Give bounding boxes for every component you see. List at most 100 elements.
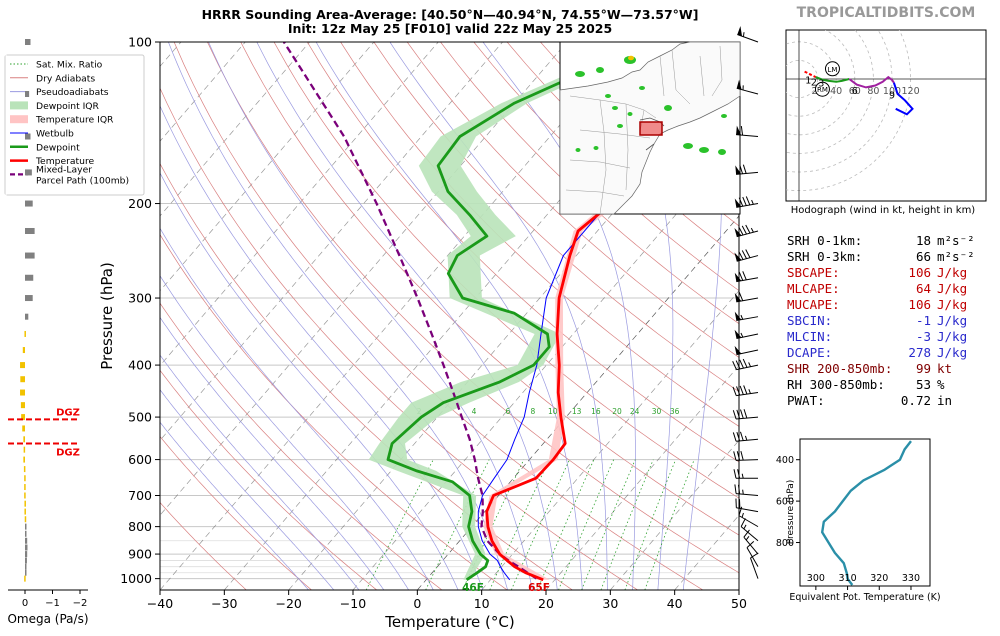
- pseudoadiabat: [389, 42, 608, 579]
- omega-bar: [25, 530, 27, 537]
- dry-adiabat: [406, 42, 739, 358]
- barb-half: [744, 435, 748, 441]
- mixing-ratio-label: 20: [612, 407, 622, 416]
- dewpoint-line: [386, 42, 652, 581]
- barb-half: [751, 199, 754, 205]
- barb-full: [732, 410, 737, 420]
- barb-staff: [736, 255, 759, 262]
- legend-label-line: Mixed-Layer: [36, 164, 92, 175]
- omega-xlabel: Omega (Pa/s): [7, 612, 88, 626]
- omega-bar: [22, 425, 25, 432]
- barb-half: [740, 314, 744, 320]
- dgz-label: DGZ: [56, 407, 80, 418]
- omega-bar: [24, 492, 26, 499]
- dry-adiabat: [173, 42, 704, 590]
- wind-barb: [743, 529, 759, 555]
- barb-flag: [734, 292, 742, 302]
- y-tick-label: 300: [128, 291, 152, 306]
- pseudoadiabat: [682, 578, 685, 590]
- pseudoadiabat: [208, 42, 531, 579]
- mixing-ratio-line: [489, 459, 550, 590]
- barb-full: [745, 224, 751, 234]
- pseudoadiabat: [452, 578, 459, 590]
- barb-full: [733, 469, 737, 479]
- barb-staff: [735, 459, 759, 461]
- barb-flag: [734, 311, 742, 321]
- omega-bar: [22, 347, 25, 354]
- hodograph-trace: [804, 70, 817, 78]
- barb-full: [738, 197, 744, 207]
- x-tick-label: −40: [147, 596, 173, 611]
- barb-staff: [736, 364, 759, 371]
- barb-flag: [736, 79, 742, 90]
- wind-barb: [734, 271, 759, 283]
- stat-value: 106: [908, 265, 931, 280]
- dry-adiabat: [160, 501, 247, 590]
- dry-adiabat: [473, 42, 739, 292]
- isotherm-line: [545, 365, 739, 590]
- sounding-stats: SRH 0-1km: 18 m²s⁻² SRH 0-3km: 66 m²s⁻² SBCAPE…: [787, 233, 975, 408]
- barb-staff: [738, 515, 759, 528]
- hodograph-trace: [815, 76, 850, 83]
- pseudoadiabat: [529, 578, 533, 590]
- pseudoadiabat: [256, 42, 557, 579]
- theta-e-y-tick-label: 600: [776, 497, 794, 508]
- theta-e-x-tick-label: 300: [807, 573, 825, 584]
- barb-full: [740, 409, 744, 419]
- mixing-ratio-label: 13: [572, 407, 582, 416]
- mixing-ratio-label: 30: [652, 407, 662, 416]
- barb-full: [737, 484, 741, 494]
- stat-unit: J/kg: [937, 297, 967, 312]
- barb-full: [741, 225, 747, 235]
- hodograph-height-label: 9: [889, 90, 895, 101]
- pseudoadiabat: [315, 42, 582, 579]
- omega-tick-label: 0: [22, 598, 28, 609]
- omega-bar: [25, 274, 34, 281]
- legend-label: Dewpoint IQR: [36, 101, 100, 112]
- omega-bar: [20, 376, 25, 383]
- mixing-ratio-line: [537, 459, 595, 590]
- barb-staff: [736, 230, 759, 238]
- theta-e-x-tick-label: 310: [838, 573, 856, 584]
- barb-full: [738, 506, 743, 516]
- hodograph-caption: Hodograph (wind in kt, height in km): [791, 205, 976, 216]
- barb-full: [739, 385, 744, 395]
- barb-staff: [736, 171, 759, 175]
- theta-e-xlabel: Equivalent Pot. Temperature (K): [789, 592, 940, 603]
- stat-label: MLCAPE:: [787, 281, 840, 296]
- omega-bar: [23, 436, 25, 443]
- isotherm-line: [160, 42, 439, 367]
- pseudoadiabat: [298, 578, 309, 590]
- omega-bar: [24, 475, 26, 482]
- omega-bar: [25, 557, 27, 564]
- stat-unit: J/kg: [937, 313, 967, 328]
- stat-unit: in: [937, 393, 952, 408]
- wind-barb: [732, 409, 759, 420]
- dry-adiabat: [240, 42, 739, 536]
- wind-barb: [734, 345, 759, 356]
- stat-unit: J/kg: [937, 329, 967, 344]
- omega-bar: [25, 313, 29, 320]
- barb-full: [740, 518, 746, 527]
- skewt-frame: [159, 41, 740, 591]
- stat-label: DCAPE:: [787, 345, 832, 360]
- stat-value: 0.72: [901, 393, 931, 408]
- barb-flag: [734, 227, 742, 237]
- stat-value: 99: [916, 361, 931, 376]
- omega-bar: [25, 523, 27, 530]
- mixing-ratio-line: [510, 459, 570, 590]
- omega-tick-label: −2: [73, 598, 88, 609]
- pseudoadiabat: [160, 227, 428, 579]
- omega-bar: [24, 508, 26, 515]
- skewt-xlabel: Temperature (°C): [384, 613, 514, 631]
- dry-adiabat: [160, 435, 312, 590]
- stat-value: 18: [916, 233, 931, 248]
- wind-barb: [732, 431, 759, 442]
- barb-full: [732, 361, 737, 370]
- pseudoadiabat: [503, 578, 508, 590]
- pseudoadiabat: [323, 578, 335, 590]
- dgz-label: DGZ: [56, 447, 80, 458]
- stat-value: 66: [916, 249, 931, 264]
- omega-bar: [25, 544, 28, 551]
